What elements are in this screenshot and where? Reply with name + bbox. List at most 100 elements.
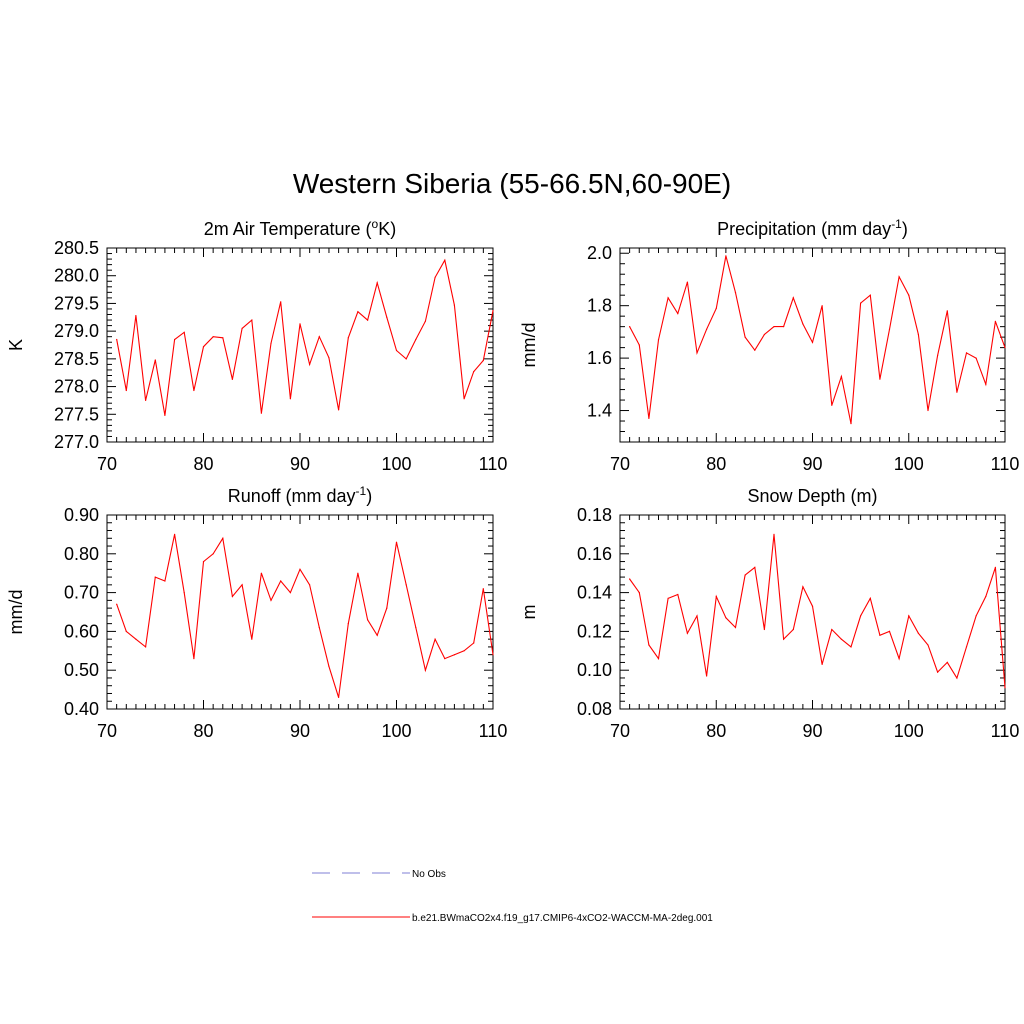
snow-depth-data-point [763, 628, 766, 631]
precipitation-data-point [937, 354, 939, 357]
precipitation-data-point [773, 326, 775, 328]
precipitation-xtick-label: 100 [894, 454, 924, 474]
runoff-data-point [241, 584, 243, 586]
snow-depth-title: Snow Depth (m) [747, 486, 877, 506]
air-temperature-data-point [212, 336, 214, 338]
precipitation-ytick-label: 1.8 [587, 296, 612, 316]
air-temperature-data-point [444, 259, 446, 261]
precipitation-data-point [686, 281, 689, 283]
snow-depth-data-point [985, 595, 987, 598]
precipitation-data-point [629, 326, 631, 328]
runoff-ytick-label: 0.40 [64, 699, 99, 719]
snow-depth-data-point [994, 566, 997, 569]
air-temperature-ytick-label: 278.5 [54, 349, 99, 369]
runoff-data-point [444, 658, 446, 660]
snow-depth-data-point [840, 638, 843, 640]
runoff-data-point [299, 568, 301, 570]
precipitation-data-point [754, 349, 756, 351]
snow-depth-data-point [869, 597, 871, 600]
snow-depth-data-point [677, 593, 679, 596]
runoff-xtick-label: 100 [381, 721, 411, 741]
precipitation-data-point [860, 302, 862, 304]
legend: No Obs b.e21.BWmaCO2x4.f19_g17.CMIP6-4xC… [312, 869, 713, 924]
runoff-data-point [212, 553, 214, 555]
runoff-ytick-label: 0.50 [64, 660, 99, 680]
air-temperature-xtick-label: 110 [479, 454, 508, 474]
precipitation-data-point [783, 326, 785, 328]
snow-depth-data-point [744, 574, 746, 576]
precipitation-data-point [985, 383, 987, 385]
precipitation-series-line [629, 255, 1006, 424]
runoff-data-point [434, 638, 436, 640]
snow-depth-data-point [898, 658, 900, 660]
precipitation-xtick-label: 80 [706, 454, 726, 474]
runoff-data-point [251, 638, 253, 640]
air-temperature-data-point [164, 414, 166, 416]
air-temperature-data-point [183, 331, 185, 333]
snow-depth-data-point [965, 646, 968, 648]
air-temperature-data-point [280, 301, 282, 303]
air-temperature-data-point [453, 304, 455, 306]
precipitation-data-point [715, 307, 717, 309]
precipitation-data-point [648, 417, 650, 419]
air-temperature-data-point [251, 319, 253, 321]
snow-depth-frame [619, 514, 1006, 710]
snow-depth-data-point [956, 677, 958, 679]
runoff-data-point [482, 588, 484, 590]
air-temperature-data-point [135, 315, 137, 317]
runoff-data-point [231, 595, 233, 598]
precipitation-data-point [946, 310, 948, 312]
air-temperature-data-point [270, 342, 272, 344]
snow-depth-data-point [657, 658, 660, 660]
air-temperature-data-point [424, 320, 426, 322]
air-temperature-data-point [260, 412, 262, 414]
snow-depth-ytick-label: 0.14 [577, 583, 612, 603]
precipitation-data-point [994, 320, 997, 322]
runoff-xtick-label: 90 [290, 721, 310, 741]
air-temperature-data-point [434, 276, 436, 278]
air-temperature-data-point [145, 399, 147, 401]
air-temperature-data-point [347, 337, 349, 339]
runoff-data-point [463, 650, 465, 652]
snow-depth-data-point [860, 615, 862, 617]
runoff-data-point [260, 572, 262, 574]
snow-depth-data-point [667, 597, 669, 600]
runoff-data-point [424, 669, 426, 671]
air-temperature-data-point [386, 316, 388, 318]
runoff-data-point [193, 658, 195, 660]
air-temperature-data-point [154, 359, 156, 361]
air-temperature-data-point [125, 389, 127, 392]
precipitation-data-point [657, 339, 660, 341]
precipitation-data-point [975, 357, 977, 359]
snow-depth-data-point [686, 632, 689, 634]
air-temperature-data-point [482, 359, 484, 362]
precipitation-data-point [696, 352, 698, 354]
air-temperature-ytick-label: 278.0 [54, 377, 99, 397]
panel-air-temperature: 2m Air Temperature (oK) K 70 80 90 100 110 277.… [6, 217, 507, 474]
snow-depth-data-point [725, 617, 727, 619]
air-temperature-ylabel: K [6, 339, 26, 351]
runoff-series-line [116, 534, 494, 698]
air-temperature-data-point [193, 389, 195, 392]
precipitation-data-point [888, 328, 891, 330]
runoff-data-point [453, 654, 455, 656]
runoff-xtick-label: 110 [479, 721, 508, 741]
runoff-data-point [270, 599, 272, 602]
runoff-ytick-label: 0.80 [64, 544, 99, 564]
precipitation-data-point [792, 297, 794, 299]
snow-depth-data-point [734, 626, 737, 629]
snow-depth-xtick-label: 110 [991, 721, 1020, 741]
precipitation-ylabel: mm/d [519, 323, 539, 368]
precipitation-data-point [850, 423, 852, 425]
precipitation-ytick-label: 1.6 [587, 348, 612, 368]
precipitation-data-point [927, 409, 929, 412]
snow-depth-data-point [696, 615, 698, 617]
runoff-data-point [367, 619, 369, 621]
precipitation-data-point [677, 312, 679, 315]
runoff-xtick-label: 70 [97, 721, 117, 741]
runoff-data-point [135, 638, 137, 640]
main-title: Western Siberia (55-66.5N,60-90E) [293, 168, 731, 199]
snow-depth-data-point [802, 586, 804, 588]
air-temperature-series-line [116, 258, 494, 416]
runoff-frame [106, 514, 494, 710]
